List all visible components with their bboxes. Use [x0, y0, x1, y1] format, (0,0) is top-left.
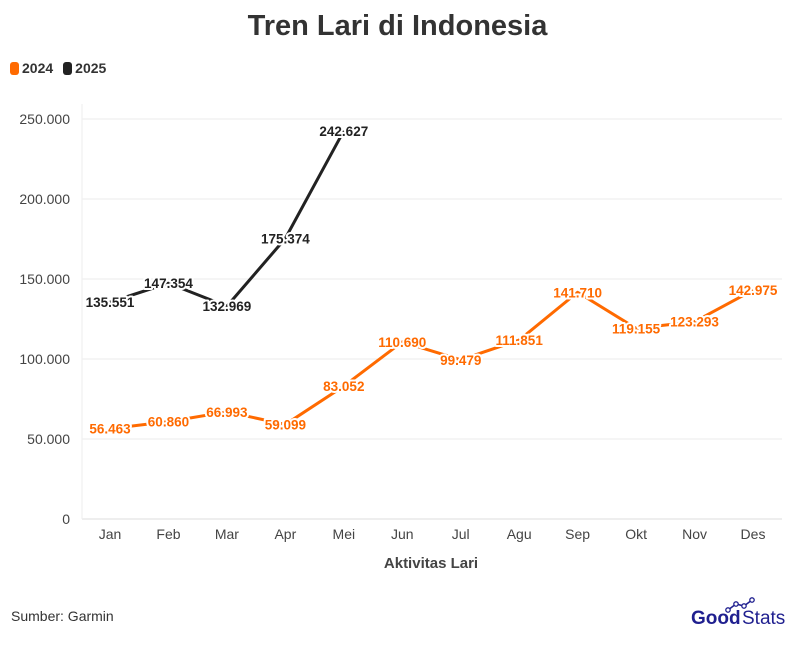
data-label-2024: 60.860 — [148, 415, 189, 430]
data-label-2025: 132.969 — [203, 299, 252, 314]
data-label-2024: 110.690 — [378, 335, 426, 350]
data-label-2024: 83.052 — [323, 379, 364, 394]
data-label-2024: 59.099 — [265, 417, 306, 432]
legend: 2024 2025 — [10, 60, 106, 76]
x-tick-label: Okt — [625, 526, 647, 542]
legend-label-2025: 2025 — [75, 60, 107, 76]
x-tick-label: Feb — [156, 526, 180, 542]
data-label-2024: 119.155 — [612, 321, 661, 336]
source-note: Sumber: Garmin — [11, 608, 114, 624]
data-label-2024: 56.463 — [89, 422, 131, 437]
y-tick-label: 50.000 — [27, 431, 70, 447]
y-tick-label: 150.000 — [19, 271, 70, 287]
x-tick-label: Jul — [452, 526, 470, 542]
legend-item-2025[interactable]: 2025 — [63, 60, 106, 76]
x-tick-label: Mei — [333, 526, 356, 542]
y-tick-label: 0 — [62, 511, 70, 527]
data-label-2025: 242.627 — [319, 124, 368, 139]
x-tick-label: Jan — [99, 526, 122, 542]
data-label-2024: 142.975 — [729, 283, 778, 298]
y-tick-label: 250.000 — [19, 111, 70, 127]
legend-swatch-2025 — [63, 61, 73, 75]
x-tick-label: Mar — [215, 526, 239, 542]
series-line-2025 — [109, 130, 346, 308]
x-tick-label: Agu — [507, 526, 532, 542]
svg-text:Stats: Stats — [742, 608, 785, 629]
data-label-2024: 66.993 — [206, 405, 248, 420]
data-label-2025: 135.551 — [86, 295, 135, 310]
y-tick-label: 100.000 — [19, 351, 70, 367]
data-label-2025: 175.374 — [261, 231, 310, 246]
x-tick-label: Nov — [682, 526, 707, 542]
legend-label-2024: 2024 — [22, 60, 54, 76]
y-tick-label: 200.000 — [19, 191, 70, 207]
x-tick-label: Jun — [391, 526, 414, 542]
legend-swatch-2024 — [10, 61, 19, 75]
goodstats-logo: Good Stats — [690, 596, 790, 635]
x-tick-label: Sep — [565, 526, 590, 542]
data-label-2025: 147.354 — [144, 276, 193, 291]
data-label-2024: 99.479 — [440, 353, 481, 368]
chart-title: Tren Lari di Indonesia — [247, 10, 548, 42]
x-axis-title: Aktivitas Lari — [384, 555, 478, 572]
svg-text:Good: Good — [691, 608, 741, 629]
series-line-2024 — [109, 288, 754, 431]
x-tick-label: Apr — [274, 526, 296, 542]
x-tick-label: Des — [741, 526, 766, 542]
legend-item-2024[interactable]: 2024 — [10, 60, 53, 76]
data-label-2024: 123.293 — [670, 315, 719, 330]
data-label-2024: 111.851 — [496, 333, 544, 348]
data-label-2024: 141.710 — [553, 285, 602, 300]
